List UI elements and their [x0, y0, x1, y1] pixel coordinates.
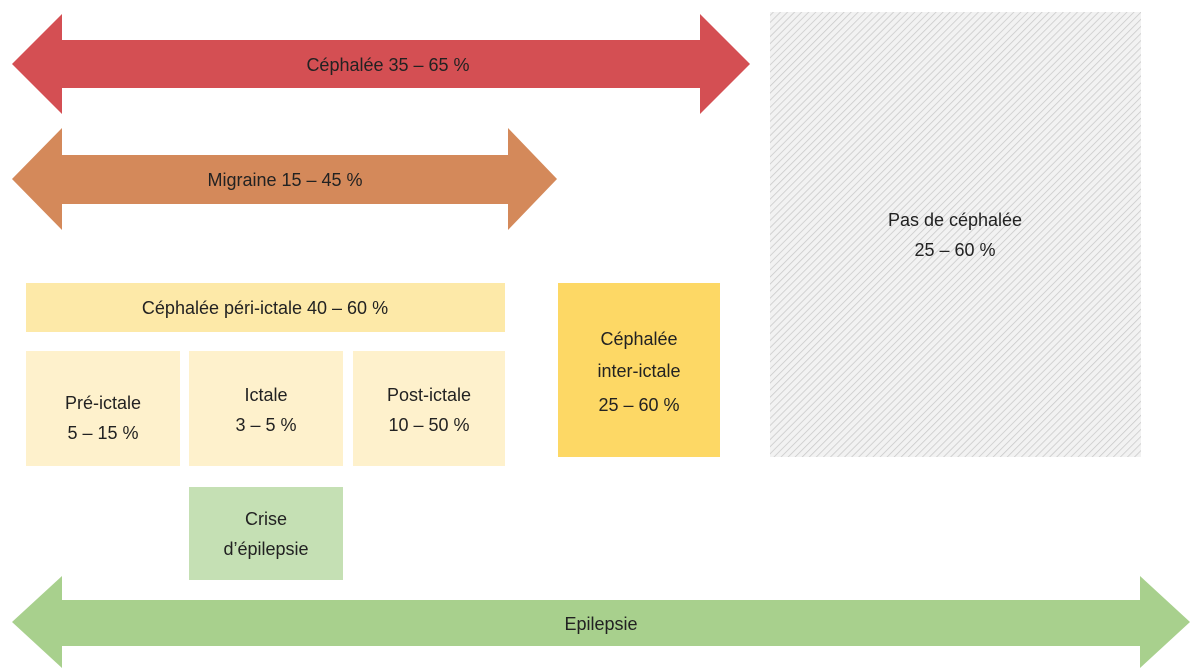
crise-line: d’épilepsie: [223, 539, 308, 559]
pre-ictale-line: 5 – 15 %: [67, 423, 138, 443]
peri-ictale-label: Céphalée péri-ictale 40 – 60 %: [142, 298, 388, 318]
ictale-line: 3 – 5 %: [235, 415, 296, 435]
post-ictale-box: [353, 351, 505, 466]
inter-ictale-line: 25 – 60 %: [598, 395, 679, 415]
cephalee-label: Céphalée 35 – 65 %: [306, 55, 469, 75]
pas-de-cephalee-line: 25 – 60 %: [914, 240, 995, 260]
migraine-label: Migraine 15 – 45 %: [207, 170, 362, 190]
cephalee-arrow: [12, 14, 750, 114]
pas-de-cephalee-line: Pas de céphalée: [888, 210, 1022, 230]
pre-ictale-line: Pré-ictale: [65, 393, 141, 413]
migraine-arrow: [12, 128, 557, 230]
peri-ictale-box: [26, 283, 505, 332]
crise-line: Crise: [245, 509, 287, 529]
pre-ictale-box: [26, 351, 180, 466]
post-ictale-line: Post-ictale: [387, 385, 471, 405]
epilepsie-label: Epilepsie: [564, 614, 637, 634]
ictale-box: [189, 351, 343, 466]
ictale-line: Ictale: [244, 385, 287, 405]
inter-ictale-line: inter-ictale: [597, 361, 680, 381]
crise-box: [189, 487, 343, 580]
inter-ictale-box: [558, 283, 720, 457]
inter-ictale-line: Céphalée: [600, 329, 677, 349]
post-ictale-line: 10 – 50 %: [388, 415, 469, 435]
epilepsie-arrow: [12, 576, 1190, 668]
pas-de-cephalee-box: [770, 12, 1141, 457]
